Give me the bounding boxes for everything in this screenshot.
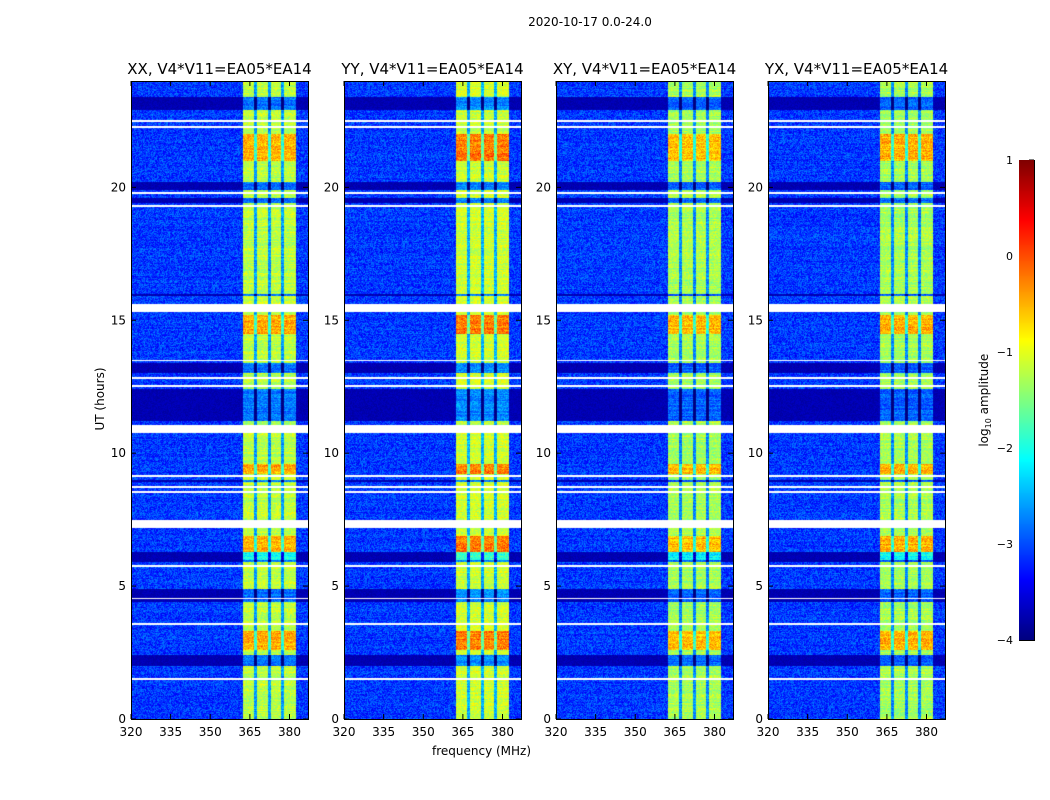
colorbar-tick-label: −4 [997, 634, 1013, 647]
y-tick-label: 5 [118, 579, 126, 593]
panel-title-4: YX, V4*V11=EA05*EA14 [764, 60, 948, 78]
x-tick-label: 380 [278, 725, 301, 739]
x-tick-label: 350 [199, 725, 222, 739]
x-tick-label: 350 [836, 725, 859, 739]
x-tick-label: 380 [915, 725, 938, 739]
panel-title-1: XX, V4*V11=EA05*EA14 [127, 60, 311, 78]
y-tick-label: 10 [324, 446, 339, 460]
x-tick-label: 320 [545, 725, 568, 739]
x-axis-label: frequency (MHz) [432, 744, 532, 758]
colorbar-label-text: amplitude [976, 353, 991, 419]
y-axis-label: UT (hours) [93, 367, 107, 431]
y-tick-label: 15 [748, 313, 763, 327]
colorbar-tick-label: 1 [1006, 154, 1013, 167]
y-tick-label: 15 [324, 313, 339, 327]
y-tick-label: 5 [543, 579, 551, 593]
x-tick-label: 335 [796, 725, 819, 739]
colorbar-label-log: log [976, 428, 991, 447]
x-tick-label: 380 [491, 725, 514, 739]
waterfall-heatmap-2 [344, 81, 521, 719]
x-tick-label: 320 [120, 725, 143, 739]
y-tick-label: 10 [536, 446, 551, 460]
x-tick-label: 335 [159, 725, 182, 739]
y-tick-label: 0 [118, 712, 126, 726]
colorbar [1019, 160, 1034, 640]
colorbar-tick-label: −2 [997, 442, 1013, 455]
y-tick-label: 5 [331, 579, 339, 593]
x-tick-label: 380 [703, 725, 726, 739]
panel-title-3: XY, V4*V11=EA05*EA14 [553, 60, 736, 78]
y-tick-label: 20 [324, 180, 339, 194]
y-tick-label: 0 [331, 712, 339, 726]
y-tick-label: 0 [543, 712, 551, 726]
plot-frame-3 [556, 81, 734, 720]
x-tick-label: 320 [757, 725, 780, 739]
x-tick-label: 365 [875, 725, 898, 739]
x-tick-label: 365 [663, 725, 686, 739]
y-tick-label: 5 [755, 579, 763, 593]
colorbar-tick-label: 0 [1006, 250, 1013, 263]
plot-frame-1 [131, 81, 309, 720]
y-tick-label: 0 [755, 712, 763, 726]
plot-frame-4 [768, 81, 946, 720]
x-tick-label: 365 [451, 725, 474, 739]
x-tick-label: 350 [412, 725, 435, 739]
y-tick-label: 20 [111, 180, 126, 194]
x-tick-label: 350 [624, 725, 647, 739]
colorbar-tick-label: −1 [997, 346, 1013, 359]
colorbar-label: log10 amplitude [977, 345, 993, 455]
x-tick-label: 365 [238, 725, 261, 739]
y-tick-label: 10 [748, 446, 763, 460]
y-tick-label: 15 [536, 313, 551, 327]
figure-title: 2020-10-17 0.0-24.0 [528, 15, 652, 29]
panel-title-2: YY, V4*V11=EA05*EA14 [340, 60, 523, 78]
y-tick-label: 20 [748, 180, 763, 194]
colorbar-label-base: 10 [984, 418, 994, 429]
x-tick-label: 335 [584, 725, 607, 739]
y-tick-label: 10 [111, 446, 126, 460]
plot-frame-2 [344, 81, 522, 720]
y-tick-label: 15 [111, 313, 126, 327]
x-tick-label: 335 [372, 725, 395, 739]
waterfall-heatmap-1 [131, 81, 308, 719]
y-tick-label: 20 [536, 180, 551, 194]
colorbar-tick-label: −3 [997, 538, 1013, 551]
waterfall-heatmap-3 [556, 81, 733, 719]
x-tick-label: 320 [333, 725, 356, 739]
waterfall-heatmap-4 [768, 81, 945, 719]
